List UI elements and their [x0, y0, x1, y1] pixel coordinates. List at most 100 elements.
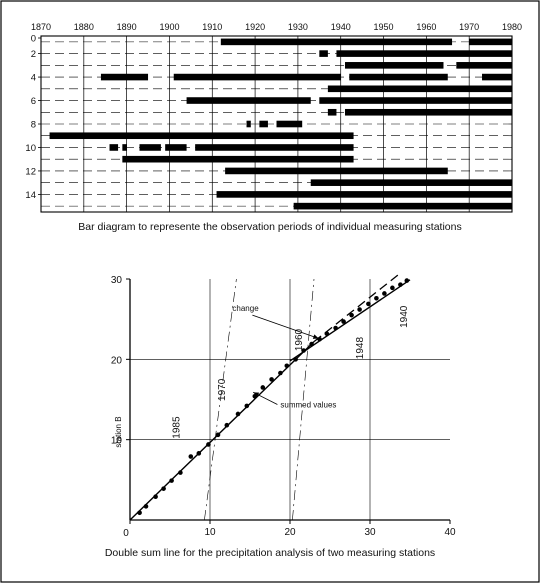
observation-period-bar — [310, 179, 512, 186]
bar-x-tick-label: 1890 — [117, 22, 137, 32]
observation-period-bar — [220, 38, 453, 46]
observation-period-bar — [319, 50, 328, 57]
bar-chart: 1870 1880 1890 1900 1910 1920 1930 1940 1950 1960… — [25, 22, 522, 213]
fitted-trend-line — [289, 279, 411, 362]
observation-period-bar — [327, 108, 337, 116]
bar-x-tick-label: 1940 — [331, 22, 351, 32]
observation-period-bar — [173, 73, 341, 81]
summed-value-point — [206, 442, 211, 447]
observation-period-bar — [345, 108, 512, 116]
bar-x-tick-label: 1950 — [374, 22, 394, 32]
summed-value-point — [349, 312, 354, 318]
year-label: 1948 — [355, 337, 366, 360]
observation-period-bar — [246, 120, 251, 128]
observation-period-bar — [293, 202, 512, 210]
observation-period-bar — [345, 62, 444, 69]
bar-y-tick-label: 14 — [25, 190, 36, 201]
year-label: 1985 — [172, 416, 183, 439]
observation-period-bar — [336, 50, 512, 57]
bar-y-tick-label: 4 — [31, 73, 36, 84]
summed-value-point — [324, 331, 330, 336]
observation-period-bar — [469, 38, 512, 46]
bar-x-tick-label: 1880 — [74, 22, 94, 32]
summed-value-point — [366, 301, 371, 307]
summed-value-point — [309, 341, 314, 347]
bar-x-tick-label: 1920 — [245, 22, 265, 32]
summed-value-point — [169, 478, 174, 483]
summed-value-point — [269, 377, 274, 382]
period-reference-line — [292, 278, 315, 521]
fitted-trend-line — [129, 341, 315, 521]
annotation-arrow-head — [312, 334, 319, 339]
year-label: 1960 — [294, 328, 305, 351]
period-reference-line — [204, 278, 237, 521]
summed-value-point — [235, 411, 241, 417]
bar-y-tick-label: 12 — [25, 166, 36, 177]
y-tick-label: 10 — [111, 436, 123, 447]
observation-period-bar — [259, 120, 268, 128]
summed-value-point — [244, 403, 250, 409]
observation-period-bar — [186, 97, 311, 104]
bar-y-tick-label: 8 — [31, 120, 36, 131]
summed-value-point — [404, 278, 410, 283]
bar-y-tick-label: 2 — [31, 49, 36, 60]
summed-value-point — [215, 432, 221, 438]
summed-value-point — [188, 454, 194, 459]
annotation-arrow-line — [252, 314, 319, 339]
summed-value-point — [317, 336, 322, 342]
observation-period-bar — [456, 62, 512, 69]
summed-value-point — [382, 291, 387, 296]
annotation-arrow-head — [253, 392, 260, 397]
year-label: 1940 — [399, 305, 410, 328]
summed-value-point — [357, 307, 362, 312]
annotation-label: change — [232, 304, 259, 313]
observation-period-bar — [49, 132, 354, 140]
x-tick-label: 20 — [284, 527, 296, 538]
y-axis-label: station B — [114, 416, 123, 447]
observation-period-bar — [122, 155, 354, 163]
y-tick-label: 30 — [111, 275, 123, 286]
y-tick-label: 20 — [111, 355, 123, 366]
year-label: 1970 — [217, 378, 228, 401]
double-sum-caption: Double sum line for the precipitation an… — [104, 547, 436, 559]
observation-period-bar — [100, 73, 149, 81]
summed-value-point — [153, 494, 158, 500]
bar-chart-caption: Bar diagram to represente the observatio… — [78, 221, 462, 233]
summed-value-point — [284, 363, 290, 369]
summed-value-point — [161, 486, 166, 491]
extrapolated-trend-line — [313, 274, 399, 343]
bar-x-tick-label: 1980 — [502, 22, 522, 32]
x-tick-label: 40 — [444, 527, 456, 538]
observation-period-bar — [139, 144, 161, 151]
summed-value-point — [301, 348, 306, 353]
summed-value-point — [278, 370, 283, 376]
summed-value-point — [398, 282, 403, 287]
summed-value-point — [390, 285, 395, 291]
observation-period-bar — [216, 191, 512, 198]
bar-x-tick-label: 1960 — [416, 22, 436, 32]
x-tick-label: 10 — [204, 527, 216, 538]
bar-x-tick-label: 1900 — [159, 22, 179, 32]
bar-y-tick-label: 0 — [31, 34, 36, 45]
summed-value-point — [196, 451, 202, 456]
summed-value-point — [260, 385, 266, 390]
observation-period-bar — [482, 73, 512, 81]
x-tick-label: 30 — [364, 527, 376, 538]
summed-value-point — [178, 470, 183, 475]
bar-x-tick-label: 1870 — [31, 22, 51, 32]
summed-value-point — [137, 510, 142, 516]
double-sum-chart: 10 20 30 40 0 10 20 30 station B 1985 1970 1960 1948… — [111, 274, 456, 539]
origin-tick-label: 0 — [123, 528, 129, 539]
observation-period-bar — [319, 97, 512, 104]
bar-x-tick-label: 1910 — [202, 22, 222, 32]
observation-period-bar — [349, 73, 448, 81]
observation-period-bar — [109, 144, 119, 151]
summed-value-point — [374, 295, 379, 301]
bar-y-tick-label: 6 — [31, 96, 36, 107]
observation-period-bar — [122, 144, 127, 151]
observation-period-bar — [276, 120, 303, 128]
summed-value-point — [293, 357, 298, 362]
summed-value-point — [143, 504, 149, 509]
bar-x-tick-label: 1930 — [288, 22, 308, 32]
